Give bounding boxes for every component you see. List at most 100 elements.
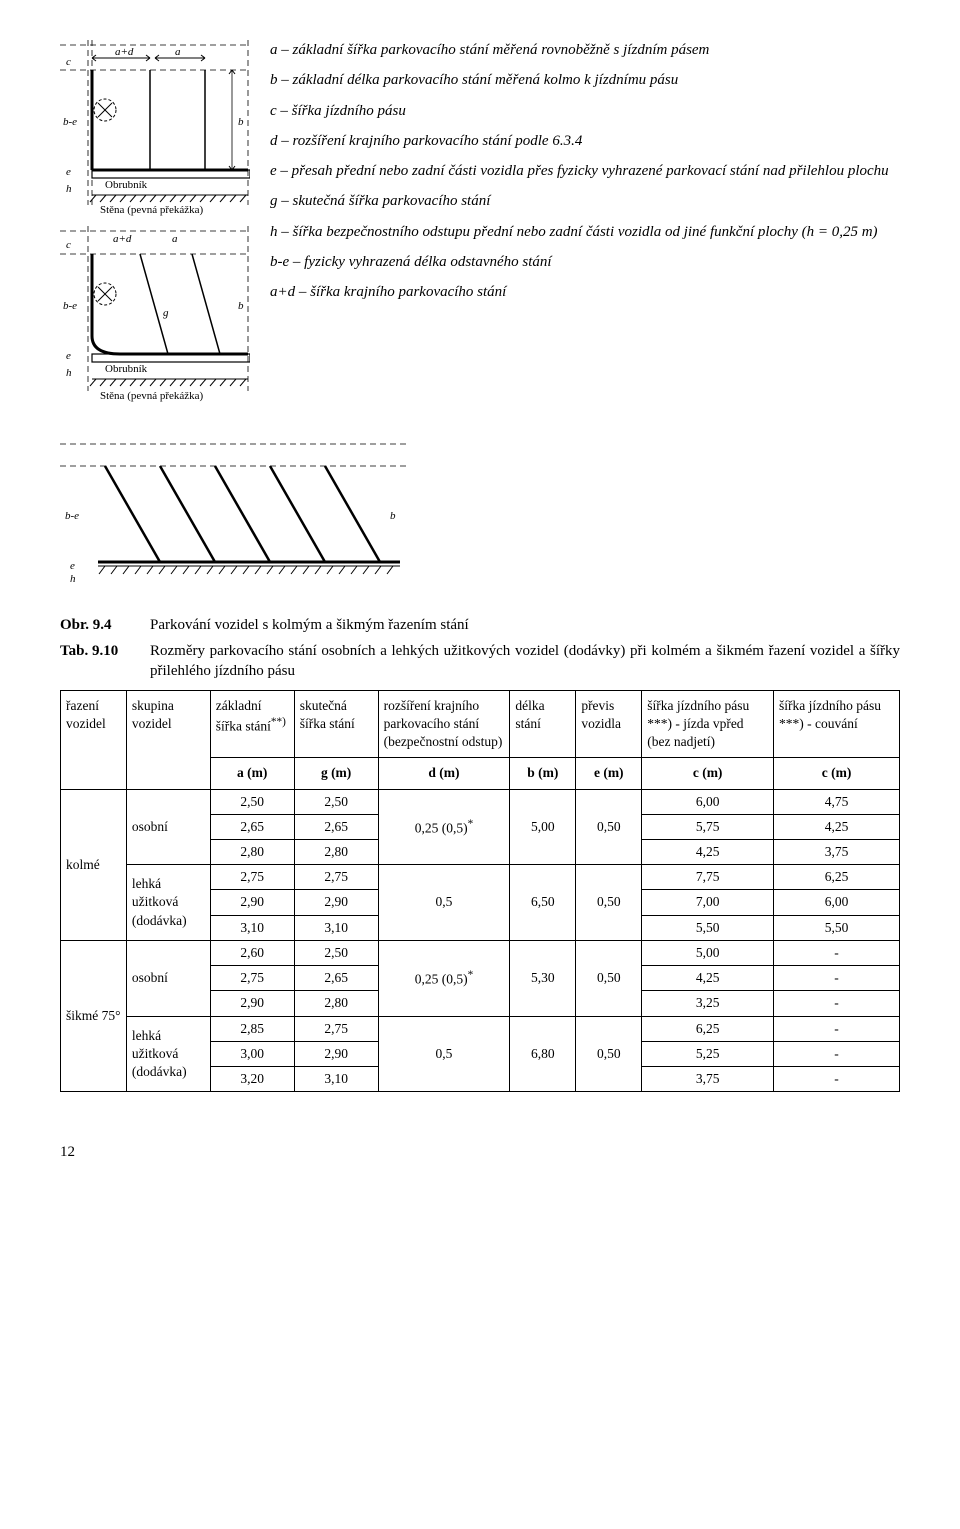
diagram-perpendicular: a+d a Obrubník	[60, 40, 250, 218]
def-g: g – skutečná šířka parkovacího stání	[270, 191, 900, 211]
cell: -	[774, 1066, 900, 1091]
table-row: kolmé osobní 2,50 2,50 0,25 (0,5)* 5,00 …	[61, 789, 900, 814]
cell: 0,50	[576, 940, 642, 1016]
figure-label: Obr. 9.4	[60, 615, 150, 635]
svg-text:Obrubník: Obrubník	[105, 179, 148, 191]
h-zakladni-sup: **)	[271, 716, 286, 728]
cell: 6,25	[642, 1016, 774, 1041]
cell: 2,90	[294, 1041, 378, 1066]
cell: 5,50	[774, 915, 900, 940]
cell-osobni-1: osobní	[126, 789, 210, 865]
svg-text:b: b	[390, 510, 396, 522]
svg-text:Obrubník: Obrubník	[105, 363, 148, 375]
stena-label-1: Stěna (pevná překážka)	[100, 203, 250, 218]
cell: -	[774, 940, 900, 965]
cell: 3,10	[210, 915, 294, 940]
def-d: d – rozšíření krajního parkovacího stání…	[270, 131, 900, 151]
svg-text:e: e	[66, 350, 71, 362]
table-row: šikmé 75° osobní 2,60 2,50 0,25 (0,5)* 5…	[61, 940, 900, 965]
cell: 2,65	[210, 814, 294, 839]
cell: -	[774, 1041, 900, 1066]
cell: 3,10	[294, 1066, 378, 1091]
def-be: b-e – fyzicky vyhrazená délka odstavného…	[270, 252, 900, 272]
cell: 5,00	[510, 789, 576, 865]
cell: 0,50	[576, 1016, 642, 1092]
svg-text:g: g	[163, 307, 169, 319]
cell: 5,25	[642, 1041, 774, 1066]
def-h: h – šířka bezpečnostního odstupu přední …	[270, 222, 900, 242]
svg-text:a: a	[175, 46, 181, 58]
cell: 2,75	[210, 865, 294, 890]
svg-text:c: c	[66, 239, 71, 251]
u-d: d (m)	[378, 758, 510, 789]
h-razeni: řazení vozidel	[66, 698, 106, 731]
cell: 4,25	[774, 814, 900, 839]
cell: 7,00	[642, 890, 774, 915]
svg-text:b-e: b-e	[63, 116, 77, 128]
cell: 2,80	[294, 991, 378, 1016]
u-g: g (m)	[294, 758, 378, 789]
svg-text:b: b	[238, 300, 244, 312]
table-caption-label: Tab. 9.10	[60, 641, 150, 682]
def-b: b – základní délka parkovacího stání měř…	[270, 70, 900, 90]
u-a: a (m)	[210, 758, 294, 789]
cell: 6,80	[510, 1016, 576, 1092]
cell: 5,75	[642, 814, 774, 839]
cell: 0,50	[576, 789, 642, 865]
u-b: b (m)	[510, 758, 576, 789]
svg-text:a+d: a+d	[115, 46, 134, 58]
cell: 3,10	[294, 915, 378, 940]
svg-text:h: h	[70, 573, 76, 584]
cell: 3,75	[642, 1066, 774, 1091]
cell: -	[774, 991, 900, 1016]
cell: 4,75	[774, 789, 900, 814]
page-number: 12	[60, 1142, 900, 1162]
cell: 3,25	[642, 991, 774, 1016]
h-couvani: šířka jízdního pásu ***) - couvání	[779, 698, 881, 731]
def-a: a – základní šířka parkovacího stání měř…	[270, 40, 900, 60]
cell: 2,50	[294, 789, 378, 814]
stena-label-2: Stěna (pevná překážka)	[100, 389, 250, 404]
diagram-angled: a+d a g Obrubník	[60, 226, 250, 404]
cell-kolme: kolmé	[61, 789, 127, 940]
cell: 5,00	[642, 940, 774, 965]
cell: 2,85	[210, 1016, 294, 1041]
h-zakladni: základní šířka stání	[216, 698, 271, 734]
table-caption: Tab. 9.10 Rozměry parkovacího stání osob…	[60, 641, 900, 682]
cell: 2,60	[210, 940, 294, 965]
h-skupina: skupina vozidel	[132, 698, 174, 731]
h-jizda-vpred: šířka jízdního pásu ***) - jízda vpřed (…	[647, 698, 749, 749]
cell: 5,50	[642, 915, 774, 940]
cell: 2,75	[210, 966, 294, 991]
cell: 2,75	[294, 865, 378, 890]
cell: 0,5	[378, 865, 510, 941]
cell-lehka-1: lehká užitková (dodávka)	[126, 865, 210, 941]
cell: 2,50	[294, 940, 378, 965]
cell: 2,80	[210, 840, 294, 865]
cell: -	[774, 966, 900, 991]
dimensions-table: řazení vozidel skupina vozidel základní …	[60, 690, 900, 1093]
svg-text:b-e: b-e	[65, 510, 79, 522]
svg-text:h: h	[66, 183, 72, 195]
h-delka: délka stání	[515, 698, 544, 731]
svg-text:h: h	[66, 367, 72, 379]
diagram-angled-plan: b-e e h b	[60, 434, 410, 590]
diagrams-column: a+d a Obrubník	[60, 40, 250, 404]
figure-caption: Obr. 9.4 Parkování vozidel s kolmým a ši…	[60, 615, 900, 635]
cell: 2,80	[294, 840, 378, 865]
u-c1: c (m)	[642, 758, 774, 789]
header-row-1: řazení vozidel skupina vozidel základní …	[61, 690, 900, 758]
cell: 6,00	[774, 890, 900, 915]
svg-text:e: e	[66, 166, 71, 178]
cell: 2,90	[210, 890, 294, 915]
cell: 7,75	[642, 865, 774, 890]
cell: 0,50	[576, 865, 642, 941]
cell: 2,50	[210, 789, 294, 814]
cell: 4,25	[642, 966, 774, 991]
cell: 6,00	[642, 789, 774, 814]
svg-text:a+d: a+d	[113, 233, 132, 245]
cell: 3,20	[210, 1066, 294, 1091]
cell: 5,30	[510, 940, 576, 1016]
cell: 0,25 (0,5)*	[378, 789, 510, 865]
svg-text:c: c	[66, 56, 71, 68]
